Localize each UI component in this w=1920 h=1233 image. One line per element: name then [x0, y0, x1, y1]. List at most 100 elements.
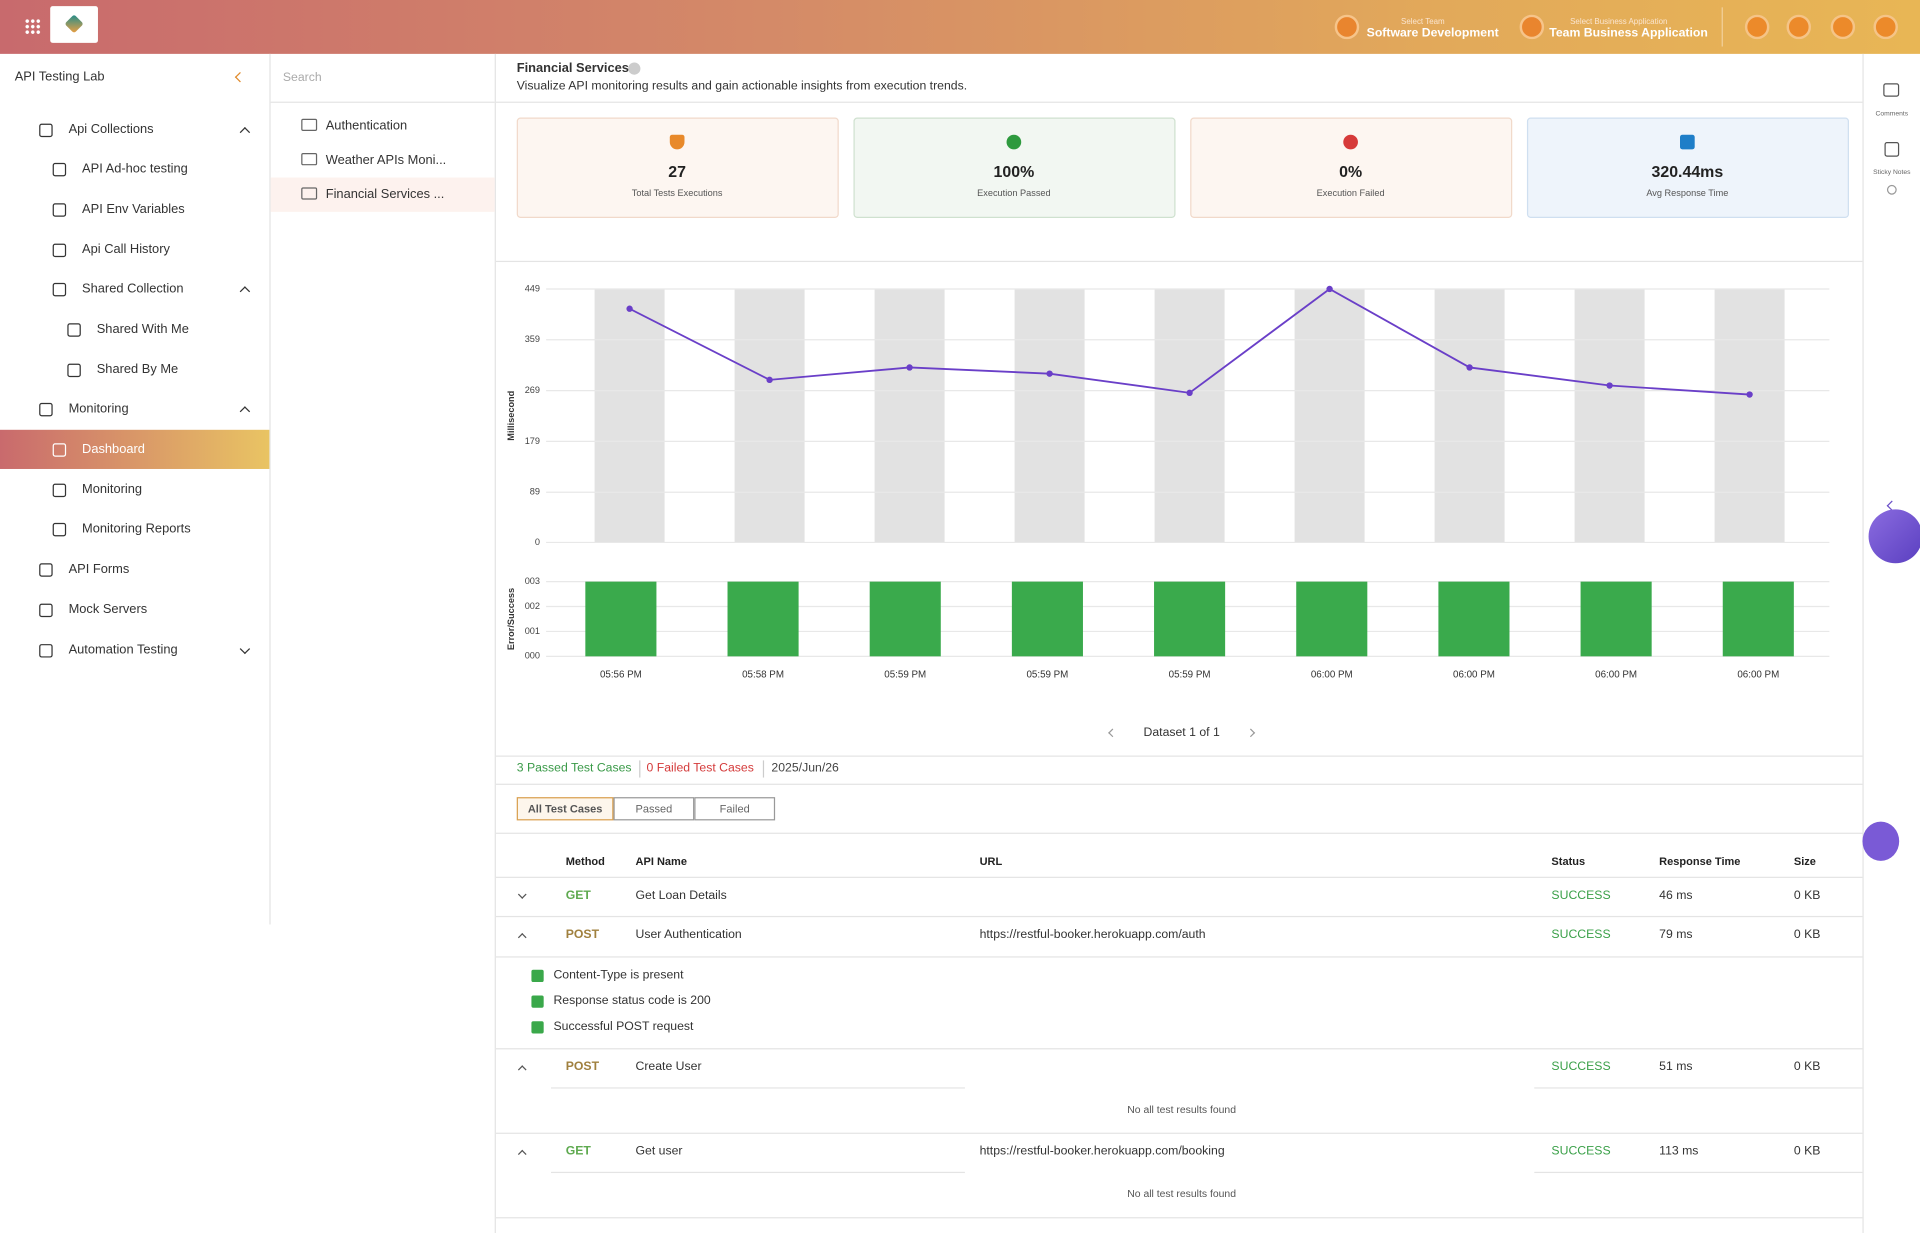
page-title: Financial Services: [516, 60, 629, 76]
tab-label[interactable]: Passed: [635, 802, 673, 815]
nav-item[interactable]: Automation Testing: [68, 642, 178, 658]
nav-item[interactable]: Mock Servers: [68, 602, 148, 617]
header-icon[interactable]: [1830, 14, 1856, 40]
comments-icon[interactable]: [1883, 83, 1900, 97]
hover-band: [874, 288, 945, 543]
nav-item[interactable]: API Ad-hoc testing: [82, 161, 188, 177]
passed-count: 3 Passed Test Cases: [516, 761, 632, 776]
tab-label[interactable]: Failed: [719, 802, 750, 815]
test-result: Successful POST request: [553, 1020, 694, 1034]
divider: [762, 760, 765, 778]
page-subtitle: Visualize API monitoring results and gai…: [516, 79, 968, 94]
divider: [639, 760, 641, 778]
nav-icon: [39, 603, 53, 617]
nav-icon: [67, 322, 81, 337]
y-tick-label: 002: [525, 601, 540, 611]
collection-icon: [301, 187, 318, 200]
nav-item[interactable]: Monitoring: [82, 482, 143, 497]
apps-menu[interactable]: [24, 18, 41, 35]
column-header: Response Time: [1659, 855, 1741, 868]
divider: [495, 1217, 1863, 1219]
point: [1746, 391, 1753, 398]
bar: [727, 581, 799, 657]
x-tick-label: 05:59 PM: [884, 669, 926, 680]
divider: [551, 1087, 965, 1089]
nav-item[interactable]: API Env Variables: [82, 201, 185, 217]
nav-item[interactable]: Api Call History: [82, 242, 170, 257]
point: [1466, 364, 1473, 371]
stat-card: [1526, 117, 1849, 218]
nav-item[interactable]: Monitoring Reports: [82, 521, 191, 537]
column-header: Status: [1551, 855, 1586, 868]
stat-card: [1190, 117, 1513, 218]
nav-item[interactable]: Shared By Me: [96, 362, 179, 377]
notes-icon[interactable]: [1884, 142, 1900, 157]
selected-item: [270, 177, 495, 212]
cell-status: SUCCESS: [1551, 1060, 1611, 1074]
cell-name: User Authentication: [635, 928, 742, 942]
point: [626, 305, 633, 312]
x-tick-label: 06:00 PM: [1595, 669, 1637, 680]
nav-icon: [39, 562, 53, 577]
hover-band: [594, 288, 665, 543]
team-icon[interactable]: [1334, 14, 1360, 40]
x-tick-label: 05:58 PM: [742, 669, 784, 680]
cell-time: 51 ms: [1659, 1060, 1693, 1074]
rail-label: Sticky Notes: [1873, 169, 1911, 177]
tab[interactable]: [613, 797, 695, 821]
y-tick-label: 0: [535, 537, 540, 547]
tab[interactable]: [516, 797, 614, 821]
bar: [1011, 581, 1083, 657]
header-icon[interactable]: [1786, 14, 1812, 40]
failed-count: 0 Failed Test Cases: [646, 761, 754, 776]
divider: [495, 915, 1863, 918]
check: [531, 995, 544, 1008]
top-bar: [0, 0, 1920, 54]
nav-item[interactable]: Dashboard: [82, 441, 145, 457]
float-button[interactable]: [1868, 509, 1920, 564]
stat-icon: [1680, 134, 1695, 150]
team-name[interactable]: Software Development: [1366, 26, 1499, 41]
nav-item[interactable]: Shared Collection: [82, 281, 184, 297]
cell-time: 79 ms: [1659, 928, 1693, 942]
stat-label: Total Tests Executions: [631, 187, 723, 199]
check: [531, 969, 544, 983]
nav-item[interactable]: Api Collections: [68, 122, 154, 137]
rail-toggle[interactable]: [1886, 184, 1897, 195]
y-tick-label: 003: [525, 576, 540, 586]
collection-item[interactable]: Weather APIs Moni...: [325, 152, 447, 168]
x-tick-label: 05:59 PM: [1026, 669, 1068, 680]
run-date: 2025/Jun/26: [771, 761, 839, 776]
hover-band: [1014, 288, 1085, 543]
cell-status: SUCCESS: [1551, 1144, 1611, 1159]
search[interactable]: Search: [282, 71, 322, 85]
x-tick-label: 06:00 PM: [1311, 669, 1353, 680]
tab[interactable]: [694, 797, 776, 821]
app-name[interactable]: Team Business Application: [1549, 26, 1708, 41]
help-icon: [628, 62, 641, 75]
float-button[interactable]: [1862, 821, 1900, 861]
nav-icon: [52, 282, 67, 296]
header-icon[interactable]: [1873, 14, 1898, 40]
app-icon[interactable]: [1519, 14, 1545, 40]
cell-method: POST: [565, 1060, 600, 1074]
header-icon[interactable]: [1744, 14, 1770, 40]
cell-size: 0 KB: [1793, 928, 1821, 942]
cell-method: GET: [565, 888, 591, 903]
bar: [1438, 581, 1510, 657]
collection-item[interactable]: Authentication: [325, 118, 408, 134]
nav-item[interactable]: Monitoring: [68, 401, 129, 417]
y-tick-label: 89: [530, 487, 540, 497]
collection-item[interactable]: Financial Services ...: [325, 187, 445, 202]
tab-label[interactable]: All Test Cases: [527, 802, 603, 815]
x-tick-label: 06:00 PM: [1453, 669, 1495, 680]
y-tick-label: 179: [525, 436, 540, 446]
nav-item[interactable]: API Forms: [68, 561, 130, 577]
nav-item[interactable]: Shared With Me: [96, 321, 189, 337]
nav-icon: [52, 202, 67, 217]
nav-icon: [39, 643, 53, 657]
divider: [551, 1171, 965, 1174]
divider: [495, 101, 1863, 103]
cell-name: Get user: [635, 1144, 683, 1159]
